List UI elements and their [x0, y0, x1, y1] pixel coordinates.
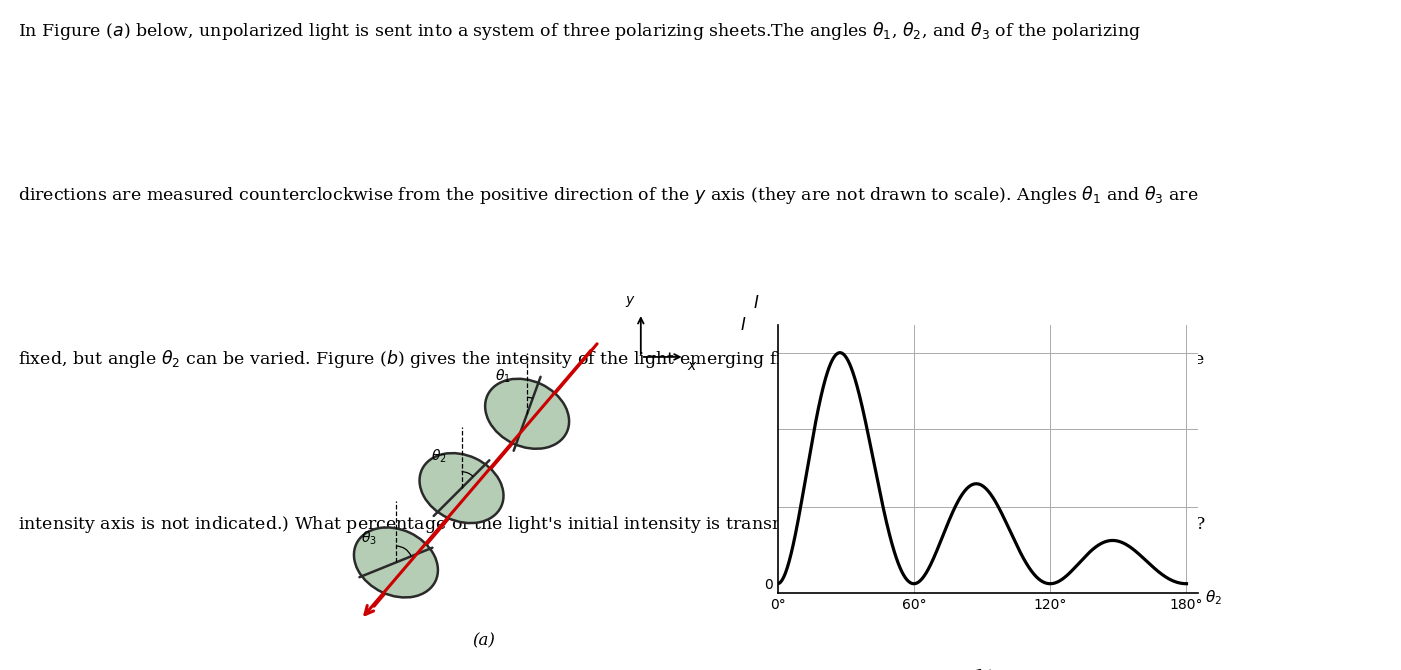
- Text: $I$: $I$: [740, 316, 747, 334]
- Text: $y$: $y$: [625, 294, 636, 309]
- Text: directions are measured counterclockwise from the positive direction of the $y$ : directions are measured counterclockwise…: [18, 184, 1199, 206]
- Text: (a): (a): [472, 632, 495, 650]
- Text: $\theta_2$: $\theta_2$: [432, 448, 447, 466]
- Text: (b): (b): [971, 668, 993, 670]
- Text: $\theta_3$: $\theta_3$: [361, 530, 377, 547]
- Text: intensity axis is not indicated.) What percentage of the light's initial intensi: intensity axis is not indicated.) What p…: [18, 513, 1206, 535]
- Text: fixed, but angle $\theta_2$ can be varied. Figure ($b$) gives the intensity of t: fixed, but angle $\theta_2$ can be varie…: [18, 348, 1205, 371]
- Text: $I$: $I$: [752, 293, 759, 312]
- Text: $\theta_1$: $\theta_1$: [495, 368, 511, 385]
- Ellipse shape: [485, 379, 569, 449]
- Text: In Figure ($a$) below, unpolarized light is sent into a system of three polarizi: In Figure ($a$) below, unpolarized light…: [18, 20, 1142, 42]
- Text: $x$: $x$: [686, 359, 698, 373]
- Ellipse shape: [354, 527, 439, 598]
- Text: $\theta_2$: $\theta_2$: [1205, 588, 1222, 607]
- Ellipse shape: [419, 453, 503, 523]
